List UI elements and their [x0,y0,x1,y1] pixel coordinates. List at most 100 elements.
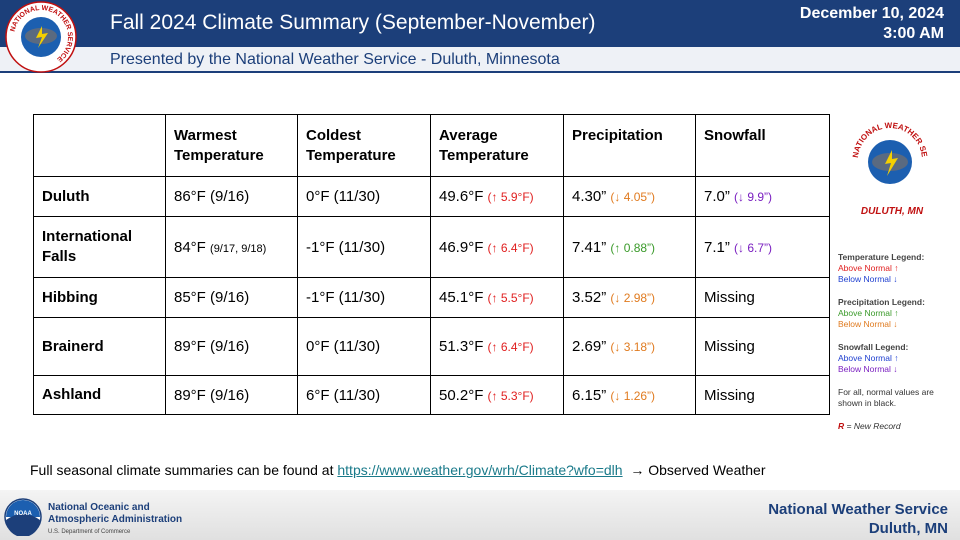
legend-note: For all, normal values are shown in blac… [838,387,934,408]
cell: 46.9°F (↑ 6.4°F) [430,216,564,278]
table-row: Hibbing 85°F (9/16) -1°F (11/30) 45.1°F (↑ … [33,277,830,318]
legend-item: Below Normal ↓ [838,364,898,374]
footer-line: Full seasonal climate summaries can be f… [30,462,766,478]
header-bar [0,0,960,47]
cell-value: 7.41” [572,238,607,256]
departure: (↑ 6.4°F) [487,240,534,255]
office-block: National Weather Service Duluth, MN [768,500,948,538]
cell-value: 50.2°F [439,386,484,404]
subtitle: Presented by the National Weather Servic… [110,51,560,68]
cell: 6.15” (↓ 1.26”) [563,375,696,415]
column-header: Coldest Temperature [297,114,431,177]
legend-section: Snowfall Legend: Above Normal ↑ Below Norm… [838,342,958,375]
cell-value: 7.1” [704,238,730,256]
office-name: National Weather Service [768,501,948,518]
side-logo-place: DULUTH, MN [861,206,924,217]
time: 3:00 AM [883,25,944,42]
cell: 51.3°F (↑ 6.4°F) [430,317,564,376]
record-key: R [838,421,845,431]
bottom-bar [0,490,960,540]
departure: (↑ 5.3°F) [487,388,534,403]
nws-logo: NATIONAL WEATHER SERVICE [5,1,77,73]
cell: 3.52” (↓ 2.98”) [563,277,696,318]
cell: 84°F (9/17, 9/18) [165,216,298,278]
cell: 89°F (9/16) [165,317,298,376]
cell-value: 0°F (11/30) [306,188,381,205]
cell-value: 0°F (11/30) [306,338,381,355]
cell-value: 51.3°F [439,338,484,355]
legend-title: Precipitation Legend: [838,297,925,307]
cell-value: -1°F (11/30) [306,238,386,256]
cell-note: (9/17, 9/18) [210,242,267,255]
cell-value: 7.0” [704,188,730,205]
noaa-block: National Oceanic and Atmospheric Adminis… [48,502,182,538]
cell-value: 89°F (9/16) [174,386,250,404]
station: Brainerd [33,317,166,376]
climate-table: Warmest Temperature Coldest Temperature Av… [33,114,830,415]
cell-value: 45.1°F [439,289,484,306]
cell-value: 85°F (9/16) [174,289,250,306]
corner-cell [33,114,166,177]
cell: 45.1°F (↑ 5.5°F) [430,277,564,318]
climate-link[interactable]: https://www.weather.gov/wrh/Climate?wfo=… [337,462,623,478]
legend-title: Snowfall Legend: [838,342,909,352]
cell-value: 46.9°F [439,238,484,256]
cell: 89°F (9/16) [165,375,298,415]
cell: Missing [695,277,830,318]
cell: 7.41” (↑ 0.88”) [563,216,696,278]
cell: 0°F (11/30) [297,176,431,217]
departure: (↓ 1.26”) [610,388,656,403]
station: Hibbing [33,277,166,318]
cell: 85°F (9/16) [165,277,298,318]
departure: (↓ 2.98”) [610,291,656,305]
noaa-badge: NOAA [14,511,32,517]
cell: 2.69” (↓ 3.18”) [563,317,696,376]
cell-value: 4.30” [572,188,607,205]
cell: 7.1” (↓ 6.7”) [695,216,830,278]
station: Ashland [33,375,166,415]
legend-item: Above Normal ↑ [838,263,899,273]
column-header: Precipitation [563,114,696,177]
cell: 0°F (11/30) [297,317,431,376]
cell: Missing [695,317,830,376]
date-block: December 10, 2024 3:00 AM [800,4,944,44]
legend-record: R = New Record [838,421,958,432]
legend-section: Precipitation Legend: Above Normal ↑ Below… [838,297,958,330]
office-place: Duluth, MN [868,520,948,537]
table-row: Ashland 89°F (9/16) 6°F (11/30) 50.2°F (↑ 5… [33,375,830,415]
cell-value: 49.6°F [439,188,484,205]
cell-value: 89°F (9/16) [174,338,250,355]
noaa-logo: NOAA [4,498,42,536]
cell-value: Missing [704,386,755,404]
legend-section: Temperature Legend: Above Normal ↑ Below N… [838,252,958,285]
departure: (↑ 6.4°F) [487,340,534,354]
noaa-dept: U.S. Department of Commerce [48,529,131,535]
cell: 50.2°F (↑ 5.3°F) [430,375,564,415]
column-header: Snowfall [695,114,830,177]
record-text: = New Record [846,421,901,431]
cell-value: 6.15” [572,386,607,404]
departure: (↑ 5.5°F) [487,291,534,305]
legend-title: Temperature Legend: [838,252,925,262]
column-header: Warmest Temperature [165,114,298,177]
departure: (↓ 3.18”) [610,340,656,354]
cell-value: 6°F (11/30) [306,386,381,404]
legend-item: Below Normal ↓ [838,319,898,329]
noaa-line: Atmospheric Administration [48,514,183,525]
footer-text: Full seasonal climate summaries can be f… [30,462,334,478]
departure: (↓ 9.9”) [734,190,773,204]
table-row: International Falls 84°F (9/17, 9/18) -1°F… [33,216,830,278]
departure: (↓ 6.7”) [734,240,773,255]
cell-value: 84°F [174,238,206,256]
table-row: Brainerd 89°F (9/16) 0°F (11/30) 51.3°F (↑ … [33,317,830,376]
cell: 86°F (9/16) [165,176,298,217]
cell-value: 86°F (9/16) [174,188,250,205]
cell-value: 3.52” [572,289,607,306]
cell: Missing [695,375,830,415]
footer-after: → Observed Weather [630,462,766,478]
departure: (↑ 5.9°F) [487,190,534,204]
legend-item: Above Normal ↑ [838,353,899,363]
header-row: Warmest Temperature Coldest Temperature Av… [33,114,830,177]
cell: 7.0” (↓ 9.9”) [695,176,830,217]
legend: Temperature Legend: Above Normal ↑ Below N… [838,252,958,432]
